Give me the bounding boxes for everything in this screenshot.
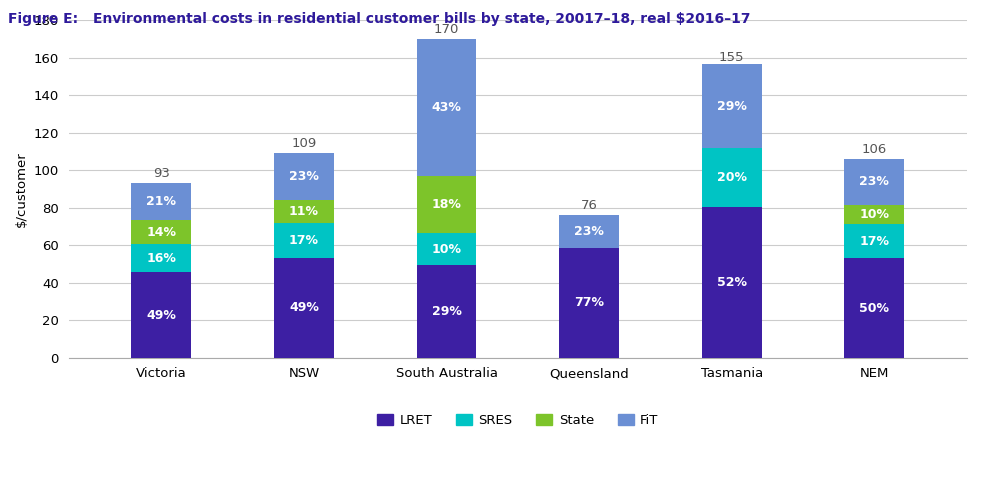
Bar: [274, 200, 334, 223]
Bar: [132, 244, 191, 272]
Text: 49%: 49%: [146, 309, 177, 322]
Bar: [845, 205, 904, 225]
Text: 93: 93: [153, 168, 170, 180]
Text: 10%: 10%: [859, 208, 890, 221]
Text: 50%: 50%: [859, 301, 890, 314]
Bar: [416, 39, 476, 176]
Text: 21%: 21%: [146, 195, 177, 208]
Text: 109: 109: [292, 138, 316, 150]
Text: 14%: 14%: [146, 226, 177, 239]
Text: 11%: 11%: [289, 205, 319, 218]
Bar: [702, 148, 762, 207]
Text: 17%: 17%: [859, 235, 890, 248]
Bar: [274, 258, 334, 358]
Text: 49%: 49%: [289, 301, 319, 314]
Text: 43%: 43%: [432, 101, 462, 114]
Text: 29%: 29%: [717, 100, 746, 113]
Text: 18%: 18%: [432, 198, 462, 211]
Text: 29%: 29%: [432, 305, 462, 318]
Y-axis label: $/customer: $/customer: [15, 151, 28, 227]
Bar: [702, 64, 762, 148]
Bar: [274, 153, 334, 200]
Text: 23%: 23%: [289, 170, 319, 183]
Bar: [702, 207, 762, 358]
Bar: [845, 258, 904, 358]
Text: 52%: 52%: [717, 276, 746, 289]
Text: 16%: 16%: [146, 252, 177, 265]
Text: 170: 170: [434, 23, 460, 36]
Legend: LRET, SRES, State, FiT: LRET, SRES, State, FiT: [372, 408, 664, 432]
Bar: [274, 223, 334, 258]
Bar: [132, 272, 191, 358]
Text: 10%: 10%: [431, 243, 462, 256]
Bar: [132, 183, 191, 220]
Text: 77%: 77%: [574, 296, 604, 310]
Bar: [559, 215, 619, 248]
Bar: [132, 220, 191, 244]
Bar: [416, 176, 476, 233]
Text: 23%: 23%: [574, 225, 604, 238]
Text: 17%: 17%: [289, 234, 319, 247]
Text: 76: 76: [580, 199, 598, 212]
Bar: [845, 225, 904, 258]
Text: 20%: 20%: [717, 171, 746, 184]
Bar: [845, 159, 904, 205]
Bar: [416, 233, 476, 265]
Text: 106: 106: [861, 143, 887, 156]
Text: 155: 155: [719, 51, 744, 64]
Bar: [559, 248, 619, 358]
Text: 23%: 23%: [859, 175, 890, 188]
Bar: [416, 265, 476, 358]
Text: Environmental costs in residential customer bills by state, 20017–18, real $2016: Environmental costs in residential custo…: [93, 12, 751, 26]
Text: Figure E:: Figure E:: [8, 12, 78, 26]
